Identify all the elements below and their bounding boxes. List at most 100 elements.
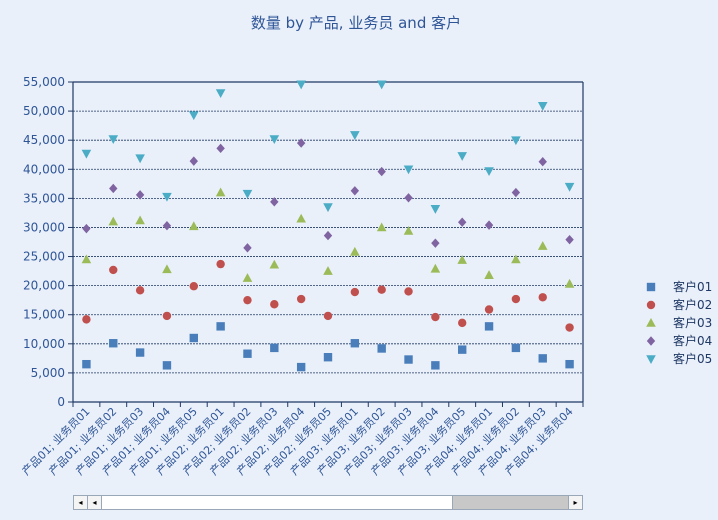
data-point-客户01 bbox=[350, 339, 360, 348]
scroll-right-button[interactable]: ▸ bbox=[568, 496, 582, 509]
data-point-客户02 bbox=[377, 285, 386, 294]
data-point-客户01 bbox=[82, 359, 91, 369]
data-point-客户02 bbox=[484, 305, 494, 314]
data-point-客户04 bbox=[216, 143, 225, 154]
data-point-客户05 bbox=[215, 89, 226, 99]
data-point-客户04 bbox=[162, 221, 172, 231]
data-point-客户03 bbox=[430, 263, 441, 273]
y-tick-label: 45,000 bbox=[23, 133, 65, 147]
scroll-left-button[interactable]: ◂ bbox=[88, 496, 102, 509]
data-point-客户03 bbox=[511, 254, 521, 264]
data-points bbox=[81, 80, 575, 372]
data-point-客户02 bbox=[162, 311, 172, 321]
data-point-客户03 bbox=[350, 246, 360, 256]
legend: 客户01 客户02 客户03 客户04 客户05 bbox=[646, 279, 712, 366]
data-point-客户05 bbox=[269, 135, 280, 145]
data-point-客户05 bbox=[108, 135, 119, 145]
data-point-客户04 bbox=[270, 197, 279, 207]
data-point-客户01 bbox=[538, 354, 547, 363]
y-tick-label: 35,000 bbox=[23, 191, 65, 205]
data-point-客户04 bbox=[135, 190, 145, 200]
legend-marker bbox=[646, 300, 656, 310]
data-point-客户05 bbox=[188, 111, 199, 121]
data-point-客户04 bbox=[82, 223, 91, 234]
y-tick-label: 30,000 bbox=[23, 220, 65, 234]
data-point-客户01 bbox=[135, 348, 145, 357]
chevron-left-icon: ◂ bbox=[92, 498, 97, 507]
data-point-客户02 bbox=[404, 287, 413, 296]
data-point-客户01 bbox=[189, 333, 198, 343]
data-point-客户05 bbox=[403, 165, 414, 175]
legend-label: 客户02 bbox=[673, 297, 712, 312]
gridlines bbox=[73, 81, 583, 402]
data-point-客户01 bbox=[484, 322, 494, 331]
data-point-客户04 bbox=[431, 238, 440, 248]
legend-marker bbox=[646, 336, 656, 346]
legend-marker bbox=[646, 318, 656, 327]
data-point-客户04 bbox=[323, 230, 333, 241]
data-point-客户01 bbox=[377, 344, 386, 353]
y-tick-label: 15,000 bbox=[23, 308, 65, 322]
data-point-客户02 bbox=[431, 312, 440, 322]
data-point-客户05 bbox=[430, 205, 441, 214]
chart-title: 数量 by 产品, 业务员 and 客户 bbox=[251, 14, 461, 32]
data-point-客户02 bbox=[82, 315, 91, 324]
data-point-客户03 bbox=[403, 225, 414, 235]
y-tick-label: 55,000 bbox=[23, 75, 65, 89]
data-point-客户02 bbox=[458, 318, 467, 328]
data-point-客户02 bbox=[270, 300, 279, 309]
data-point-客户01 bbox=[243, 349, 252, 358]
plot-area bbox=[73, 82, 583, 402]
legend-label: 客户01 bbox=[673, 279, 712, 294]
data-point-客户05 bbox=[135, 154, 145, 164]
data-point-客户02 bbox=[135, 286, 145, 295]
data-point-客户04 bbox=[404, 193, 413, 203]
data-point-客户02 bbox=[243, 295, 252, 305]
data-point-客户01 bbox=[323, 353, 333, 362]
data-point-客户05 bbox=[376, 80, 387, 90]
scroll-track[interactable] bbox=[102, 496, 568, 509]
data-point-客户05 bbox=[537, 102, 548, 111]
scroll-first-button[interactable]: ◂ bbox=[74, 496, 88, 509]
data-point-客户04 bbox=[565, 234, 574, 245]
data-point-客户05 bbox=[81, 149, 92, 159]
y-tick-label: 20,000 bbox=[23, 279, 65, 293]
data-point-客户05 bbox=[296, 80, 306, 90]
data-point-客户03 bbox=[188, 221, 199, 231]
data-point-客户05 bbox=[350, 131, 360, 140]
y-tick-label: 50,000 bbox=[23, 104, 65, 118]
data-point-客户03 bbox=[81, 254, 92, 264]
data-point-客户01 bbox=[431, 361, 440, 370]
data-point-客户01 bbox=[296, 362, 306, 372]
y-tick-label: 5,000 bbox=[31, 366, 65, 380]
scroll-first-icon: ◂ bbox=[78, 498, 83, 507]
data-point-客户02 bbox=[350, 287, 360, 297]
data-point-客户02 bbox=[565, 323, 574, 332]
data-point-客户01 bbox=[511, 343, 521, 353]
legend-label: 客户05 bbox=[673, 351, 712, 366]
data-point-客户04 bbox=[296, 138, 306, 148]
data-point-客户03 bbox=[162, 264, 172, 274]
data-point-客户04 bbox=[538, 157, 547, 167]
data-point-客户04 bbox=[109, 183, 118, 194]
legend-marker bbox=[646, 355, 656, 364]
data-point-客户02 bbox=[109, 265, 118, 275]
data-point-客户03 bbox=[135, 215, 145, 225]
horizontal-scrollbar[interactable]: ◂ ◂ ▸ bbox=[73, 495, 583, 510]
data-point-客户05 bbox=[242, 189, 253, 199]
data-point-客户02 bbox=[296, 294, 306, 304]
data-point-客户03 bbox=[564, 278, 575, 288]
data-point-客户03 bbox=[269, 259, 280, 269]
data-point-客户04 bbox=[484, 220, 494, 230]
data-point-客户03 bbox=[296, 213, 306, 223]
data-point-客户01 bbox=[404, 355, 413, 364]
data-point-客户04 bbox=[350, 186, 360, 196]
data-point-客户04 bbox=[511, 187, 521, 198]
y-tick-label: 10,000 bbox=[23, 337, 65, 351]
data-point-客户04 bbox=[189, 156, 198, 166]
data-point-客户03 bbox=[376, 222, 387, 232]
data-point-客户05 bbox=[484, 167, 494, 177]
data-point-客户05 bbox=[564, 182, 575, 192]
scroll-thumb[interactable] bbox=[451, 496, 568, 509]
data-point-客户03 bbox=[484, 270, 494, 279]
